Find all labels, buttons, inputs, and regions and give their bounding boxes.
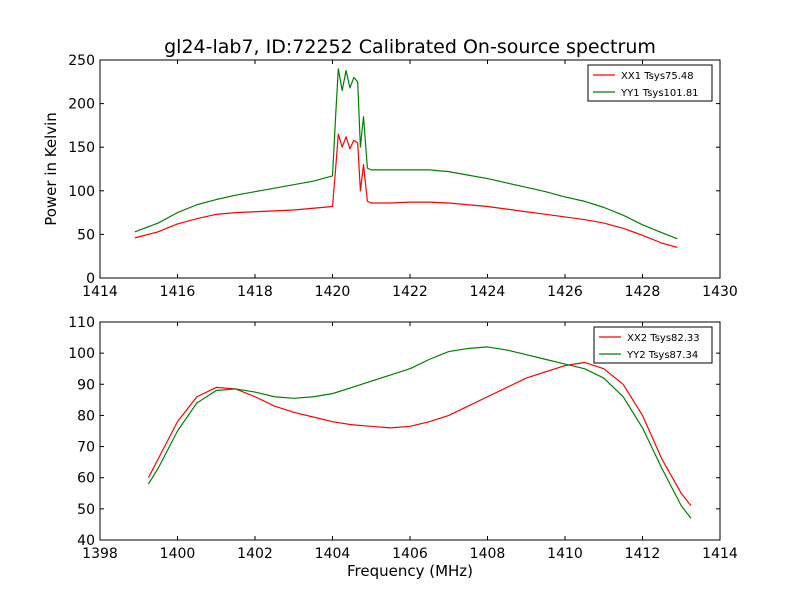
legend: XX1 Tsys75.48 YY1 Tsys101.81 (587, 64, 713, 102)
x-tick-label: 1430 (702, 284, 738, 300)
y-tick-label: 70 (77, 440, 95, 456)
bottom-spectrum-panel: 1398 1400 1402 1404 1406 1408 1410 1412 1414 40 50… (68, 315, 738, 562)
x-tick-label: 1426 (547, 284, 583, 300)
y-tick-label: 250 (68, 53, 95, 69)
x-tick-label: 1414 (82, 284, 118, 300)
y-tick-label: 50 (77, 502, 95, 518)
x-tick-label: 1422 (392, 284, 428, 300)
y-tick-label: 150 (68, 140, 95, 156)
x-tick-label: 1420 (315, 284, 351, 300)
series-line-2 (147, 346, 692, 519)
legend-label: XX2 Tsys82.33 (627, 333, 700, 344)
y-axis-label: Power in Kelvin (42, 112, 60, 226)
top-spectrum-panel: 1414 1416 1418 1420 1422 1424 1426 1428 1430 0 50 1… (68, 53, 738, 300)
x-tick-label: 1406 (392, 546, 428, 562)
y-tick-label: 80 (77, 408, 95, 424)
x-tick-label: 1398 (82, 546, 118, 562)
legend-box (587, 64, 713, 102)
y-tick-label: 0 (86, 271, 95, 287)
series-line-1 (134, 133, 678, 249)
x-tick-label: 1418 (237, 284, 273, 300)
figure-title: gl24-lab7, ID:72252 Calibrated On-source… (164, 36, 656, 58)
y-tick-label: 110 (68, 315, 95, 331)
y-tick-label: 40 (77, 533, 95, 549)
series-line-2 (134, 68, 678, 240)
y-tick-label: 100 (68, 346, 95, 362)
y-tick-label: 50 (77, 227, 95, 243)
x-tick-label: 1424 (470, 284, 506, 300)
legend-label: YY1 Tsys101.81 (620, 88, 699, 99)
x-tick-label: 1402 (237, 546, 273, 562)
x-tick-label: 1416 (160, 284, 196, 300)
legend-label: YY2 Tsys87.34 (626, 350, 698, 361)
legend-box (593, 326, 713, 364)
x-tick-label: 1408 (470, 546, 506, 562)
y-tick-label: 60 (77, 471, 95, 487)
legend: XX2 Tsys82.33 YY2 Tsys87.34 (593, 326, 713, 364)
y-tick-label: 90 (77, 377, 95, 393)
x-tick-label: 1414 (702, 546, 738, 562)
x-tick-label: 1428 (625, 284, 661, 300)
y-tick-label: 100 (68, 184, 95, 200)
x-tick-label: 1412 (625, 546, 661, 562)
x-tick-label: 1400 (160, 546, 196, 562)
legend-label: XX1 Tsys75.48 (621, 71, 694, 82)
x-axis-label: Frequency (MHz) (347, 562, 473, 580)
x-tick-label: 1410 (547, 546, 583, 562)
y-tick-label: 200 (68, 97, 95, 113)
x-tick-label: 1404 (315, 546, 351, 562)
